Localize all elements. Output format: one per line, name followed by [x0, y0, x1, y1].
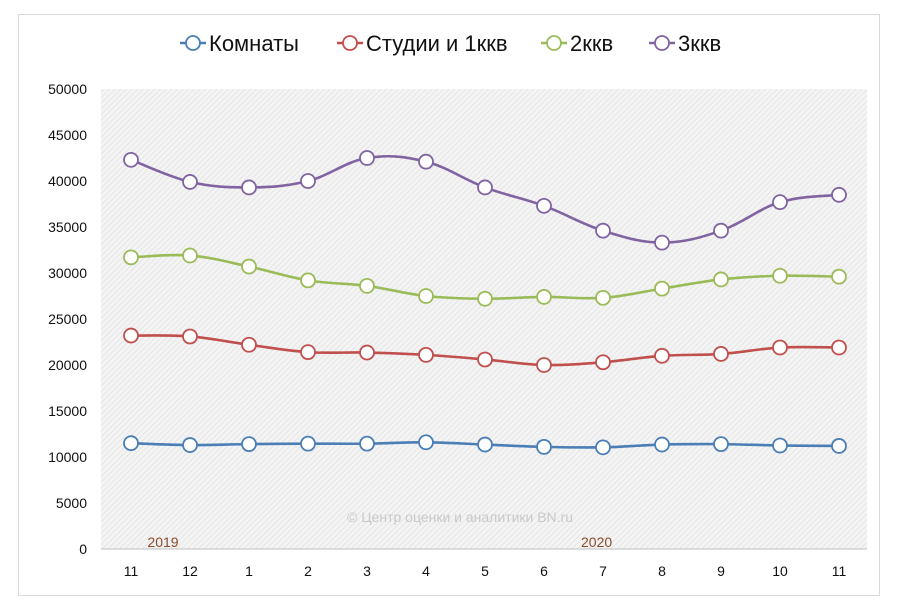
data-point: [182, 247, 198, 264]
data-point: [536, 357, 552, 373]
data-point: [418, 153, 434, 170]
y-tick-label: 30000: [48, 265, 87, 281]
data-point: [123, 327, 139, 344]
x-tick-label: 11: [832, 563, 847, 579]
data-point: [831, 339, 847, 356]
data-point: [241, 179, 257, 196]
data-point: [241, 336, 257, 353]
data-point: [772, 267, 788, 284]
y-tick-label: 50000: [48, 81, 87, 97]
data-point: [300, 435, 316, 452]
x-tick-label: 6: [540, 563, 548, 579]
data-point: [182, 328, 198, 345]
year-label: 2019: [147, 534, 178, 550]
data-point: [831, 268, 847, 285]
legend-marker: [546, 35, 562, 51]
data-point: [713, 436, 729, 453]
watermark: © Центр оценки и аналитики BN.ru: [347, 509, 573, 525]
data-point: [654, 347, 670, 364]
data-point: [123, 435, 139, 452]
data-point: [477, 179, 493, 196]
data-point: [182, 437, 198, 453]
x-tick-label: 9: [717, 563, 725, 579]
x-tick-label: 5: [481, 563, 489, 579]
data-point: [477, 290, 493, 307]
data-point: [772, 339, 788, 356]
data-point: [241, 258, 257, 275]
legend-marker: [185, 35, 201, 51]
x-tick-label: 3: [363, 563, 371, 579]
data-point: [713, 346, 729, 362]
data-point: [654, 280, 670, 297]
data-point: [831, 438, 847, 454]
data-point: [772, 194, 788, 211]
data-point: [182, 174, 198, 190]
x-tick-label: 10: [772, 563, 788, 579]
data-point: [241, 436, 257, 453]
data-point: [654, 436, 670, 453]
data-point: [359, 344, 375, 361]
legend-marker: [342, 35, 358, 51]
data-point: [654, 234, 670, 251]
series-points: [123, 150, 847, 456]
x-tick-label: 4: [422, 563, 430, 579]
data-point: [477, 436, 493, 453]
data-point: [772, 437, 788, 454]
y-tick-label: 45000: [48, 127, 87, 143]
legend: Комнаты Студии и 1ккв 2ккв 3ккв: [180, 31, 721, 56]
x-tick-label: 11: [124, 563, 139, 579]
data-point: [300, 344, 316, 361]
data-point: [418, 346, 434, 363]
data-point: [713, 271, 729, 288]
y-tick-label: 15000: [48, 403, 87, 419]
plot-area: [101, 89, 867, 549]
data-point: [595, 222, 611, 239]
y-tick-label: 20000: [48, 357, 87, 373]
data-point: [359, 277, 375, 294]
data-point: [536, 438, 552, 455]
y-tick-label: 10000: [48, 449, 87, 465]
data-point: [831, 186, 847, 203]
x-tick-label: 2: [304, 563, 312, 579]
x-tick-label: 8: [658, 563, 666, 579]
data-point: [359, 435, 375, 452]
legend-label: Комнаты: [209, 31, 299, 56]
data-point: [123, 151, 139, 168]
y-tick-label: 25000: [48, 311, 87, 327]
legend-label: 3ккв: [678, 31, 721, 56]
data-point: [300, 272, 316, 289]
year-label: 2020: [581, 534, 612, 550]
data-point: [595, 354, 611, 371]
y-tick-label: 5000: [56, 495, 87, 511]
y-tick-label: 0: [79, 541, 87, 557]
y-tick-label: 35000: [48, 219, 87, 235]
legend-label: Студии и 1ккв: [366, 31, 508, 56]
year-labels: 2019 2020: [147, 534, 612, 550]
x-tick-label: 12: [182, 563, 198, 579]
data-point: [359, 150, 375, 166]
data-point: [713, 222, 729, 239]
x-tick-label: 1: [245, 563, 253, 579]
y-tick-label: 40000: [48, 173, 87, 189]
data-point: [123, 249, 139, 266]
y-axis: 0 5000 10000 15000 20000 25000 30000 35000 40000…: [48, 81, 87, 557]
data-point: [595, 289, 611, 306]
legend-marker: [654, 35, 670, 51]
data-point: [418, 288, 434, 304]
x-tick-label: 7: [599, 563, 607, 579]
x-axis: 11 12 1 2 3 4 5 6 7 8 9 10 11: [101, 548, 867, 579]
data-point: [595, 439, 611, 456]
data-point: [300, 173, 316, 189]
legend-label: 2ккв: [570, 31, 613, 56]
data-point: [536, 197, 552, 214]
data-point: [418, 434, 434, 451]
data-point: [477, 351, 493, 368]
data-point: [536, 289, 552, 305]
